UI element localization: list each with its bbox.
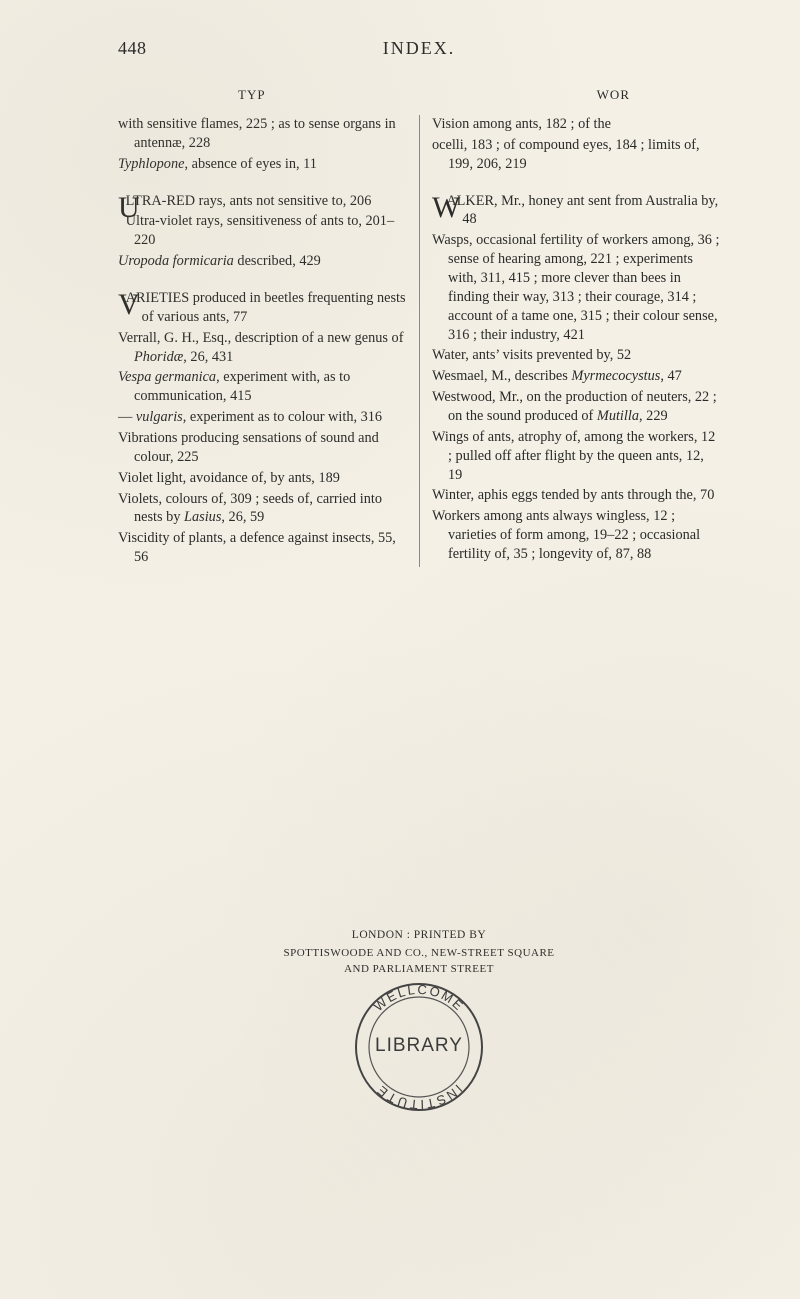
index-entry: Violet light, avoidance of, by ants, 189 bbox=[118, 469, 406, 488]
index-entry: with sensitive flames, 225 ; as to sense… bbox=[118, 115, 406, 153]
column-guide-headers: TYP WOR bbox=[118, 87, 720, 103]
index-entry: Wasps, occasional fertility of workers a… bbox=[432, 231, 720, 344]
index-entry: ocelli, 183 ; of compound eyes, 184 ; li… bbox=[432, 136, 720, 174]
index-title: INDEX. bbox=[383, 38, 456, 59]
index-entry: Viscidity of plants, a defence against i… bbox=[118, 529, 406, 567]
index-entry: Verrall, G. H., Esq., description of a n… bbox=[118, 329, 406, 367]
guide-right: WOR bbox=[597, 87, 630, 103]
guide-left: TYP bbox=[238, 87, 266, 103]
printer-imprint: LONDON : PRINTED BY SPOTTISWOODE AND CO.… bbox=[118, 927, 720, 1121]
library-stamp-container: WELLCOME INSTITUTE LIBRARY bbox=[118, 972, 720, 1122]
index-columns: with sensitive flames, 225 ; as to sense… bbox=[118, 115, 720, 567]
svg-text:WELLCOME: WELLCOME bbox=[371, 981, 468, 1013]
page-header: 448 INDEX. bbox=[118, 38, 720, 59]
index-entry: Wings of ants, atrophy of, among the wor… bbox=[432, 428, 720, 485]
index-entry: Vespa germanica, experiment with, as to … bbox=[118, 368, 406, 406]
index-entry: WALKER, Mr., honey ant sent from Austral… bbox=[432, 192, 720, 230]
index-entry: Typhlopone, absence of eyes in, 11 bbox=[118, 155, 406, 174]
index-entry: Water, ants’ visits prevented by, 52 bbox=[432, 346, 720, 365]
drop-cap: W bbox=[448, 192, 462, 221]
index-entry: Westwood, Mr., on the production of neut… bbox=[432, 388, 720, 426]
index-entry: — vulgaris, experiment as to colour with… bbox=[118, 408, 406, 427]
index-entry: Workers among ants always wingless, 12 ;… bbox=[432, 507, 720, 564]
index-entry: Uropoda formicaria described, 429 bbox=[118, 252, 406, 271]
index-entry: Vision among ants, 182 ; of the bbox=[432, 115, 720, 134]
page-number: 448 bbox=[118, 38, 147, 59]
index-entry: VARIETIES produced in beetles frequentin… bbox=[118, 289, 406, 327]
index-entry: Ultra-violet rays, sensitiveness of ants… bbox=[118, 212, 406, 250]
index-entry: Violets, colours of, 309 ; seeds of, car… bbox=[118, 490, 406, 528]
imprint-line-1: LONDON : PRINTED BY bbox=[118, 927, 720, 944]
stamp-arc-top: WELLCOME bbox=[371, 981, 468, 1013]
index-entry: Wesmael, M., describes Myrmecocystus, 47 bbox=[432, 367, 720, 386]
index-entry: ULTRA-RED rays, ants not sensitive to, 2… bbox=[118, 192, 406, 211]
imprint-line-2: SPOTTISWOODE AND CO., NEW-STREET SQUARE bbox=[118, 945, 720, 962]
stamp-center-label: LIBRARY bbox=[344, 1032, 494, 1061]
drop-cap: V bbox=[134, 289, 142, 318]
library-stamp: WELLCOME INSTITUTE LIBRARY bbox=[344, 972, 494, 1122]
index-entry: Vibrations producing sensations of sound… bbox=[118, 429, 406, 467]
index-entry: Winter, aphis eggs tended by ants throug… bbox=[432, 486, 720, 505]
